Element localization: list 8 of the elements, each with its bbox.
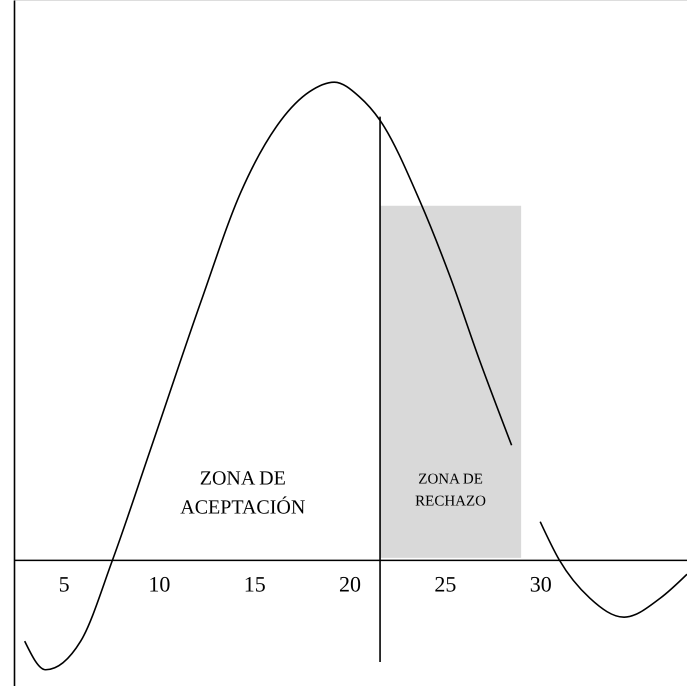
x-tick-label: 20	[339, 571, 362, 596]
x-tick-label: 5	[58, 571, 70, 596]
x-tick-label: 25	[434, 571, 456, 596]
x-tick-label: 30	[530, 571, 552, 596]
x-tick-label: 10	[148, 571, 170, 596]
band-label: ZONA DE RECHAZO	[415, 472, 486, 510]
annotation: ZONA DE ACEPTACIÓN	[180, 468, 306, 519]
x-tick-label: 15	[244, 571, 266, 596]
